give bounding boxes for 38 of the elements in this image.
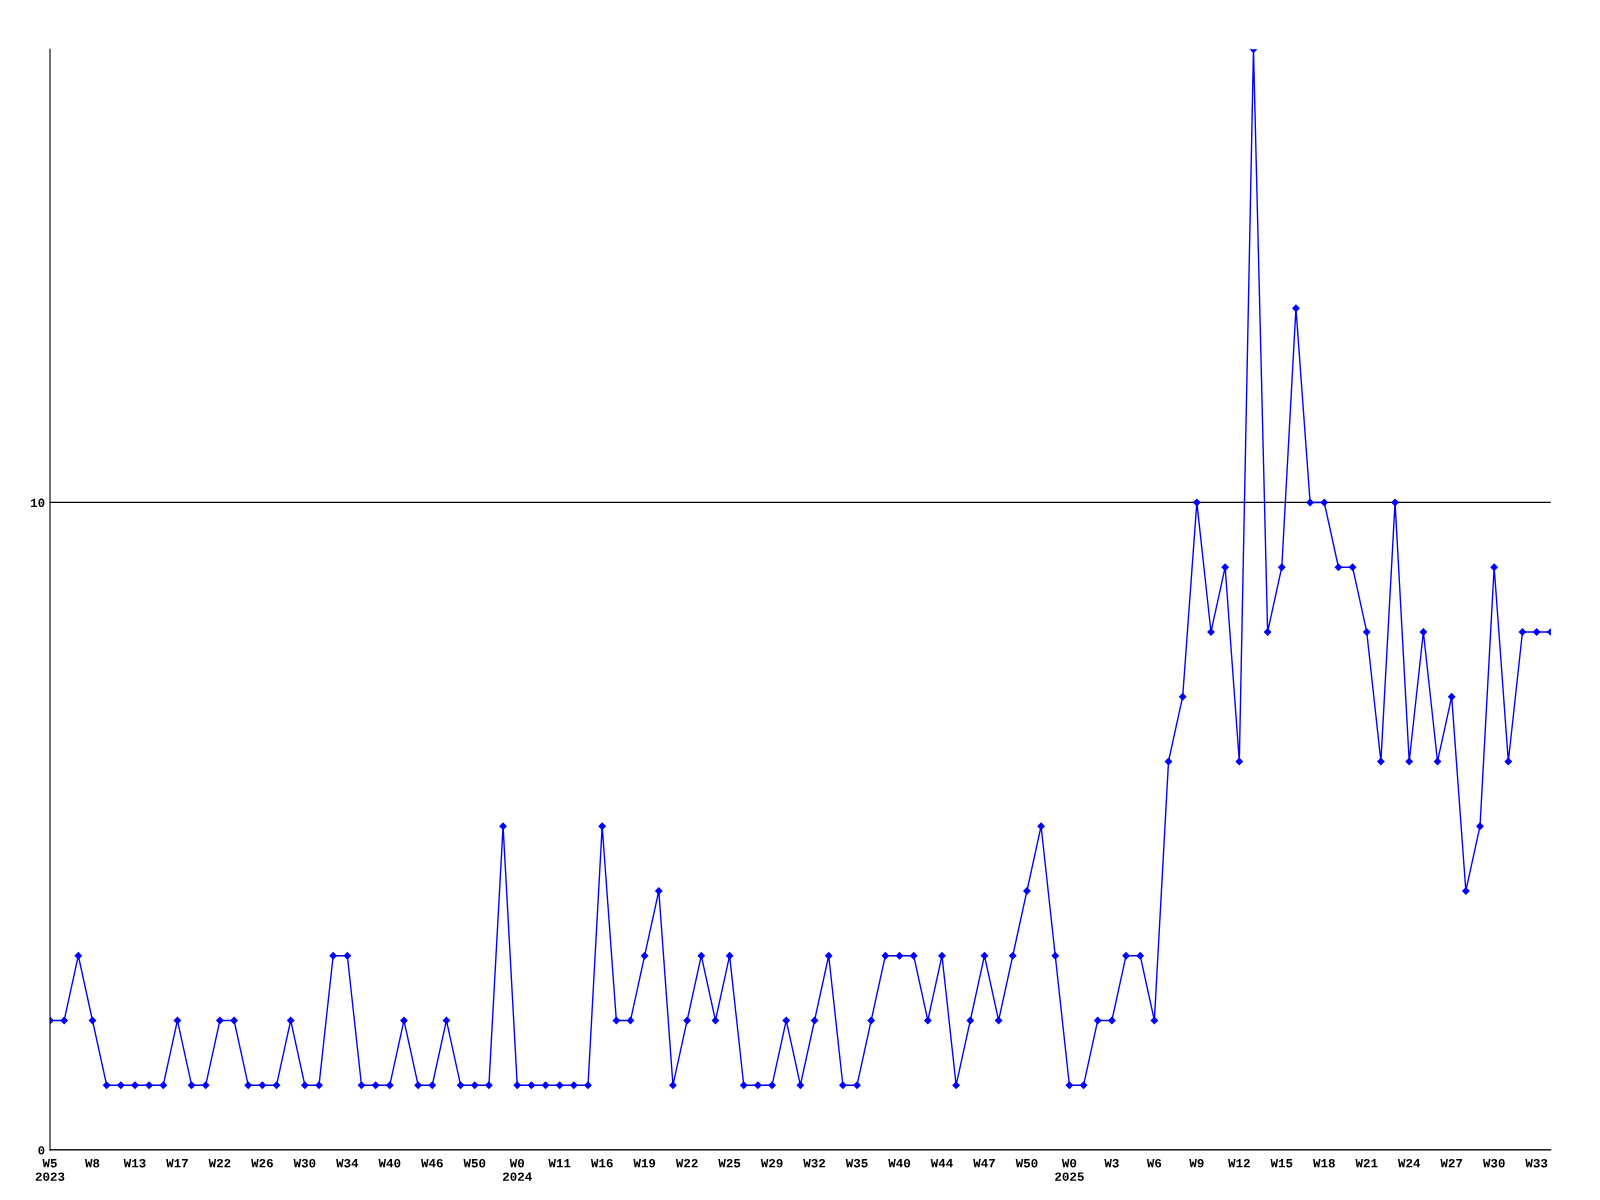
x-tick-label: W44 [930,1159,953,1168]
x-tick-label: W50 [463,1158,486,1168]
x-tick-label: W29 [760,1158,783,1168]
y-tick-label: 10 [30,498,45,508]
x-tick-label: W3 [1104,1158,1119,1168]
x-tick-label: W0 2025 [1055,1158,1084,1181]
x-tick-label: W27 [1440,1158,1463,1168]
x-tick-label: W0 2024 [502,1158,532,1181]
x-tick-label: W13 [123,1158,146,1168]
x-tick-label: W21 [1355,1158,1378,1168]
x-tick-label: W40 [378,1158,401,1168]
x-tick-label: W5 2023 [35,1159,65,1181]
x-tick-label: W34 [336,1158,359,1168]
x-tick-label: W11 [548,1159,571,1168]
x-tick-label: W46 [421,1158,443,1168]
x-tick-label: W50 [1015,1158,1038,1168]
x-tick-label: W12 [1228,1158,1250,1168]
x-tick-label: W25 [718,1158,741,1168]
y-tick-label: 0 [38,1146,45,1155]
x-tick-label: W47 [973,1159,995,1168]
x-tick-label: W26 [251,1158,273,1168]
x-tick-label: W9 [1189,1158,1204,1168]
x-tick-label: W35 [845,1158,868,1168]
x-tick-label: W22 [675,1158,698,1168]
x-tick-label: W16 [590,1158,613,1168]
x-tick-label: W8 [84,1158,100,1168]
x-tick-label: W33 [1525,1158,1548,1168]
x-tick-label: W24 [1397,1158,1421,1168]
x-tick-label: W22 [208,1158,231,1168]
x-tick-label: W30 [293,1158,316,1168]
x-tick-label: W18 [1313,1158,1335,1168]
x-tick-label: W19 [633,1158,656,1168]
x-tick-label: W6 [1146,1158,1162,1168]
x-tick-label: W30 [1482,1158,1505,1168]
x-tick-label: W15 [1270,1159,1293,1168]
x-tick-label: W17 [166,1159,188,1168]
x-tick-label: W32 [803,1158,826,1168]
x-tick-label: W40 [888,1158,911,1168]
